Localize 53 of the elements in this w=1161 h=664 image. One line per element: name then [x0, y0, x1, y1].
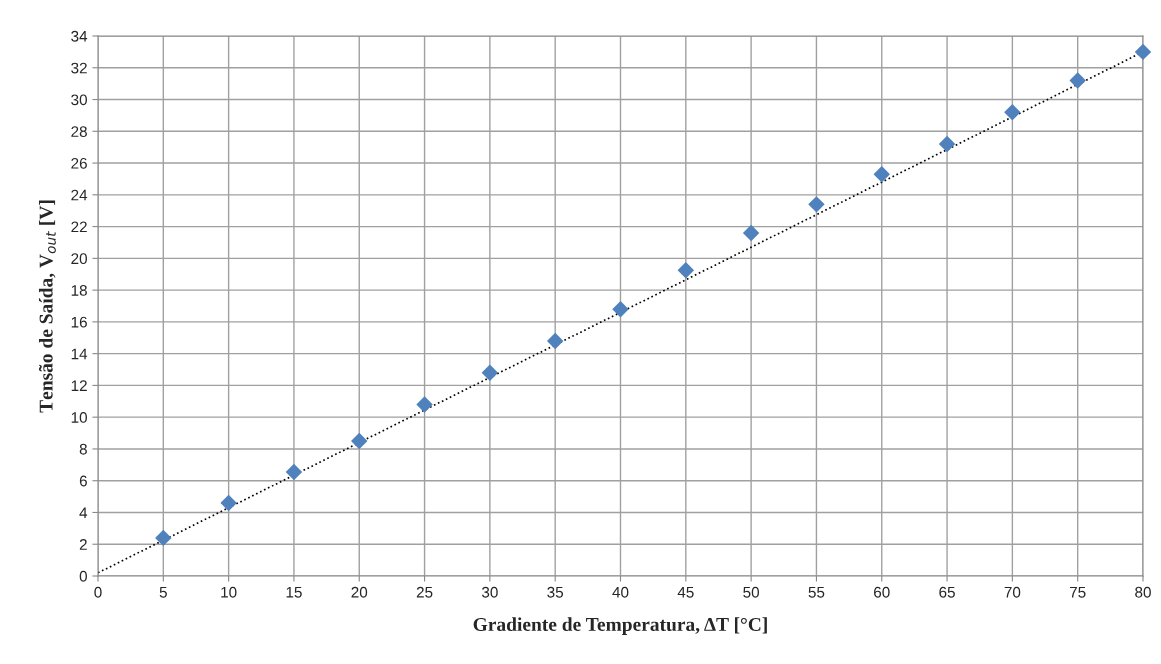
y-tick-label: 24: [71, 189, 88, 201]
y-tick-label: 28: [71, 126, 87, 137]
x-tick-label: 15: [286, 586, 302, 598]
x-tick-label: 50: [743, 586, 760, 598]
point: [546, 332, 564, 350]
x-tick-label: 55: [808, 586, 825, 598]
x-tick-label: 0: [94, 586, 102, 598]
x-tick-label: 30: [481, 586, 498, 598]
y-tick-label: 12: [71, 380, 87, 391]
x-tick-label: 10: [221, 586, 237, 598]
x-tick-label: 5: [159, 586, 167, 598]
point: [1069, 72, 1086, 89]
y-tick-label: 20: [71, 253, 87, 265]
x-tick-label: 45: [677, 586, 694, 598]
point: [285, 463, 303, 481]
point: [938, 135, 956, 153]
x-tick-label: 40: [612, 586, 629, 598]
y-tick-label: 6: [79, 475, 87, 487]
y-tick-label: 2: [79, 539, 87, 550]
x-tick-label: 60: [874, 586, 890, 598]
y-tick-label: 16: [71, 316, 87, 328]
y-tick-label: 32: [71, 62, 87, 74]
y-tick-label: 8: [79, 443, 87, 455]
x-tick-label: 75: [1069, 586, 1086, 598]
point: [220, 494, 237, 512]
y-tick-label: 34: [71, 30, 88, 42]
x-tick-label: 25: [416, 586, 433, 598]
y-tick-label: 18: [71, 284, 87, 296]
x-tick-label: 65: [939, 586, 955, 598]
x-tick-label: 80: [1135, 586, 1151, 598]
y-axis-title: Tensão de Saída, V$_{out}$ [V]: [38, 200, 56, 413]
y-tick-label: 26: [71, 157, 87, 169]
point: [481, 364, 499, 381]
point: [873, 165, 890, 183]
point: [155, 529, 172, 547]
point: [612, 300, 629, 318]
x-tick-label: 70: [1004, 586, 1021, 598]
y-tick-label: 0: [79, 570, 87, 582]
y-tick-label: 4: [79, 507, 88, 519]
y-tick-label: 14: [71, 348, 88, 360]
x-tick-label: 20: [351, 586, 368, 598]
x-axis-title: Gradiente de Temperatura, ΔT [°C]: [473, 617, 767, 635]
point: [1004, 104, 1021, 121]
x-tick-label: 35: [547, 586, 564, 598]
point: [808, 196, 825, 213]
y-tick-label: 30: [71, 94, 87, 106]
point: [742, 224, 760, 242]
point: [416, 396, 433, 413]
point: [677, 262, 695, 279]
y-tick-label: 22: [71, 221, 87, 233]
point: [1134, 43, 1152, 61]
point: [351, 432, 368, 450]
y-tick-label: 10: [71, 412, 87, 423]
